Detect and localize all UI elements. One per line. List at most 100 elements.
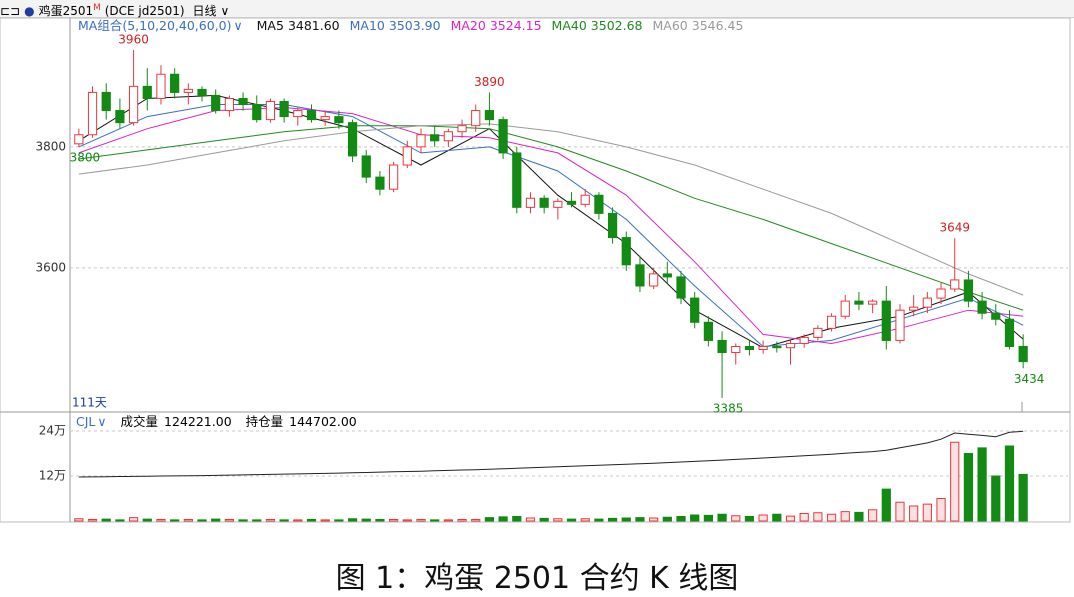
ma-value: 3524.15 [489, 18, 542, 33]
contract: (DCE jd2501) [104, 4, 185, 18]
candle-body [922, 297, 932, 308]
volume-bar [772, 513, 782, 522]
candle-body [224, 97, 234, 112]
ma-value: 3503.90 [388, 18, 441, 33]
ma-title[interactable]: MA组合(5,10,20,40,60,0) [78, 18, 232, 33]
volume-bar [881, 488, 891, 522]
volume-tick-label: 24万 [39, 424, 66, 438]
volume-bar [977, 447, 987, 522]
candle-body [279, 100, 289, 118]
volume-bar [703, 514, 713, 522]
volume-bar [197, 519, 207, 522]
volume-bar [416, 519, 426, 522]
ma-legend-item: MA10 3503.90 [350, 18, 441, 33]
ma-value: 3502.68 [590, 18, 643, 33]
volume-bar [1018, 473, 1028, 522]
price-annotation: 3649 [939, 221, 970, 235]
volume-title[interactable]: CJL [76, 414, 96, 429]
volume-bar [101, 518, 111, 522]
volume-bar [265, 519, 276, 522]
volume-bar [868, 509, 878, 522]
candle-body [525, 197, 536, 208]
candle-body [115, 110, 125, 124]
candle-body [621, 237, 631, 266]
ma-line [78, 123, 1024, 296]
candle-body [881, 300, 891, 341]
candle-body [553, 200, 563, 208]
price-annotation: 3434 [1014, 372, 1045, 386]
candle-body [539, 197, 549, 208]
volume-header: CJL ∨ 成交量 124221.00 持仓量 144702.00 [76, 414, 363, 430]
price-annotation: 3890 [474, 75, 505, 89]
volume-bar [580, 518, 590, 522]
candle-body [293, 110, 303, 118]
symbol-mark: M [93, 3, 101, 13]
volume-bar [758, 514, 768, 522]
candle-body [87, 91, 98, 136]
period-dropdown[interactable]: ∨ [220, 4, 230, 18]
volume-bar [443, 519, 453, 522]
link-icon[interactable]: ⊏⊐ [0, 4, 21, 18]
ma-legend-item: MA40 3502.68 [552, 18, 643, 33]
volume-bar [361, 518, 371, 522]
ma-legend: MA组合(5,10,20,40,60,0) ∨ MA5 3481.60 MA10 350… [78, 18, 753, 34]
volume-bar [142, 518, 152, 522]
candle-body [950, 279, 960, 290]
volume-bar [457, 519, 467, 522]
volume-value: 124221.00 [164, 414, 232, 429]
caption: 图 1：鸡蛋 2501 合约 K 线图 [335, 561, 739, 596]
volume-bar [375, 519, 385, 522]
candle-body [170, 73, 180, 93]
candle-body [744, 345, 755, 351]
candle-body [703, 321, 713, 341]
volume-bar [649, 517, 659, 522]
volume-bar [156, 519, 166, 522]
volume-bar [211, 518, 221, 522]
candle-body [183, 88, 193, 93]
price-annotation: 3960 [118, 33, 149, 47]
candle-body [868, 300, 878, 305]
volume-bar [525, 517, 536, 522]
volume-bar [594, 518, 604, 522]
period[interactable]: 日线 [192, 4, 217, 18]
candle-body [389, 164, 399, 190]
volume-bar [826, 513, 837, 522]
candle-body [334, 116, 344, 124]
candle-body [457, 125, 467, 133]
volume-bar [539, 517, 549, 522]
volume-bar [402, 519, 412, 522]
ma-dropdown[interactable]: ∨ [233, 18, 243, 33]
volume-bar [676, 516, 686, 522]
candle-body [895, 309, 905, 341]
volume-bar [991, 475, 1001, 522]
candle-body [1018, 345, 1028, 363]
candle-body [128, 85, 139, 124]
volume-bar [252, 519, 262, 522]
candle-body [635, 264, 645, 287]
candle-body [676, 276, 686, 299]
volume-bar [1004, 445, 1015, 522]
volume-bar [607, 517, 618, 522]
volume-bar [128, 517, 139, 522]
ma-line [78, 106, 1024, 345]
volume-bar [279, 519, 289, 522]
dot: ● [24, 4, 35, 18]
candle-body [731, 345, 741, 354]
candle-body [498, 119, 508, 154]
ma-name: MA5 [256, 18, 284, 33]
volume-bar [785, 515, 796, 522]
volume-dropdown[interactable]: ∨ [97, 414, 107, 429]
candle-body [717, 339, 727, 354]
candle-body [306, 110, 317, 121]
volume-bar [430, 519, 440, 522]
volume-bar [731, 515, 741, 522]
volume-bar [389, 519, 399, 522]
ma-name: MA10 [349, 18, 385, 33]
ma-name: MA20 [450, 18, 486, 33]
volume-bar [74, 518, 84, 522]
volume-bar [320, 519, 330, 522]
open-interest-line [78, 430, 1024, 478]
chart-frame [0, 17, 1071, 523]
candle-body [772, 345, 782, 349]
